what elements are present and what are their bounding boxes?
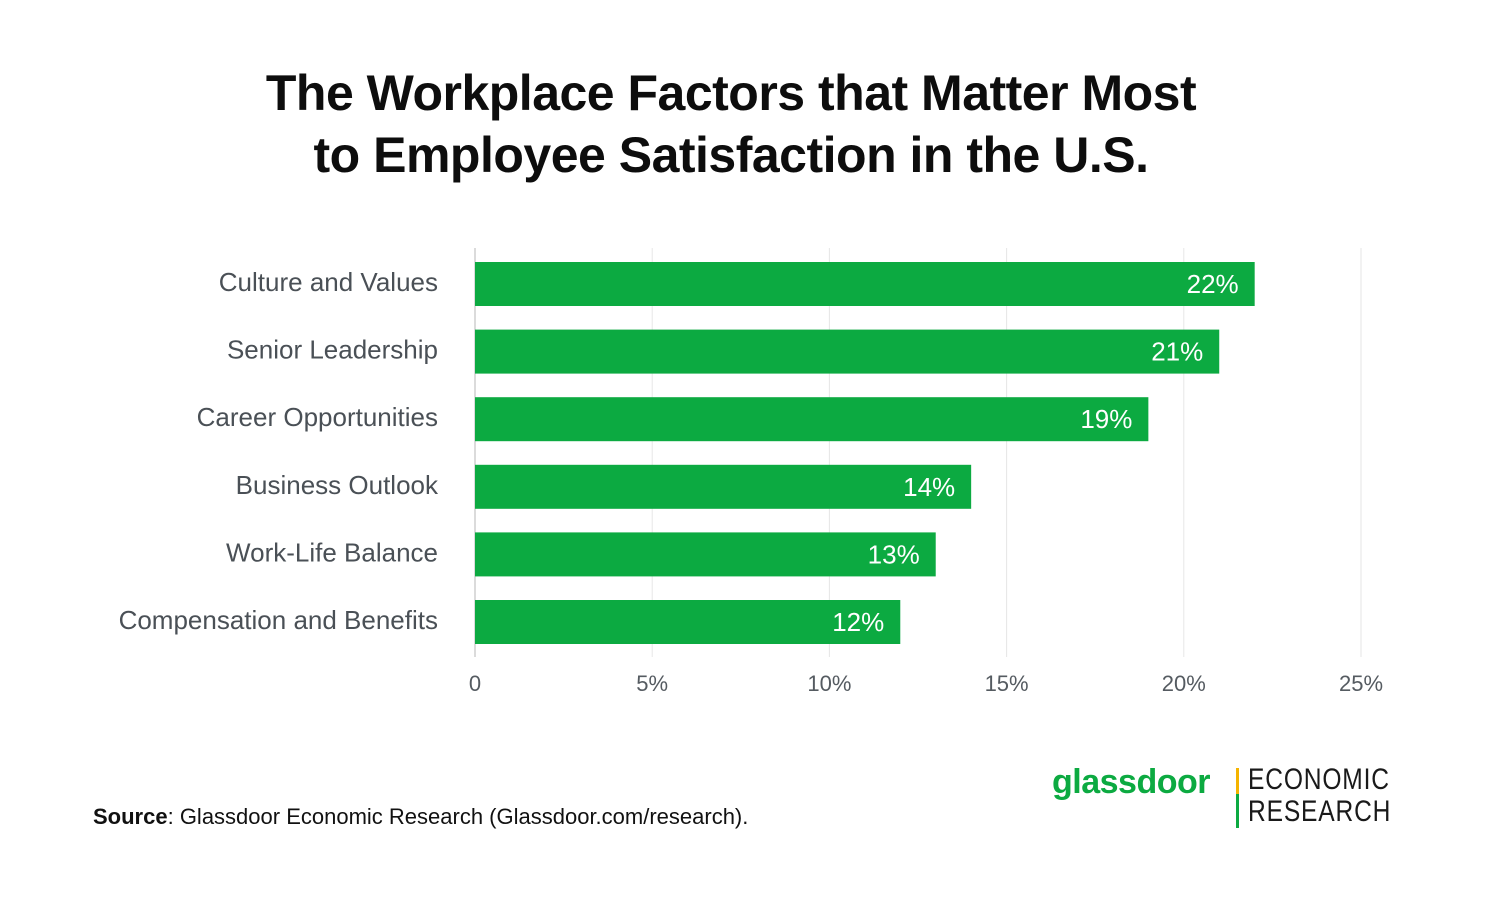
glassdoor-wordmark: glassdoor (1052, 763, 1210, 801)
logo-divider (1236, 768, 1239, 828)
x-tick-label: 0 (469, 671, 481, 696)
category-label: Career Opportunities (197, 402, 438, 432)
category-label: Work-Life Balance (226, 537, 438, 567)
source-label: Source (93, 804, 168, 829)
source-note: Source: Glassdoor Economic Research (Gla… (93, 803, 748, 831)
bar (475, 397, 1149, 442)
x-tick-label: 25% (1339, 671, 1383, 696)
bar-value-label: 22% (1187, 269, 1239, 299)
glassdoor-economic-research-logo: glassdoor ECONOMIC RESEARCH (1052, 762, 1392, 834)
bar-value-label: 12% (832, 607, 884, 637)
bar (475, 464, 972, 509)
bar (475, 600, 901, 644)
chart-title: The Workplace Factors that Matter Most t… (0, 62, 1462, 186)
category-label: Culture and Values (219, 267, 438, 297)
source-text: : Glassdoor Economic Research (Glassdoor… (167, 804, 749, 829)
category-label: Compensation and Benefits (119, 605, 438, 635)
category-label: Senior Leadership (227, 335, 438, 365)
bar (475, 532, 936, 577)
x-tick-label: 5% (636, 671, 668, 696)
x-tick-label: 20% (1162, 671, 1206, 696)
logo-subtitle: ECONOMIC RESEARCH (1248, 764, 1391, 828)
x-tick-label: 10% (807, 671, 851, 696)
bar (475, 329, 1220, 374)
bar (475, 262, 1255, 306)
bar-value-label: 21% (1151, 337, 1203, 367)
chart-title-line-2: to Employee Satisfaction in the U.S. (313, 127, 1149, 183)
bar-value-label: 13% (868, 539, 920, 569)
logo-line-research: RESEARCH (1248, 795, 1392, 828)
logo-line-economic: ECONOMIC (1248, 763, 1390, 796)
x-tick-label: 15% (985, 671, 1029, 696)
category-label: Business Outlook (236, 470, 439, 500)
bar-value-label: 19% (1080, 404, 1132, 434)
chart-title-line-1: The Workplace Factors that Matter Most (265, 65, 1197, 121)
bar-value-label: 14% (903, 472, 955, 502)
